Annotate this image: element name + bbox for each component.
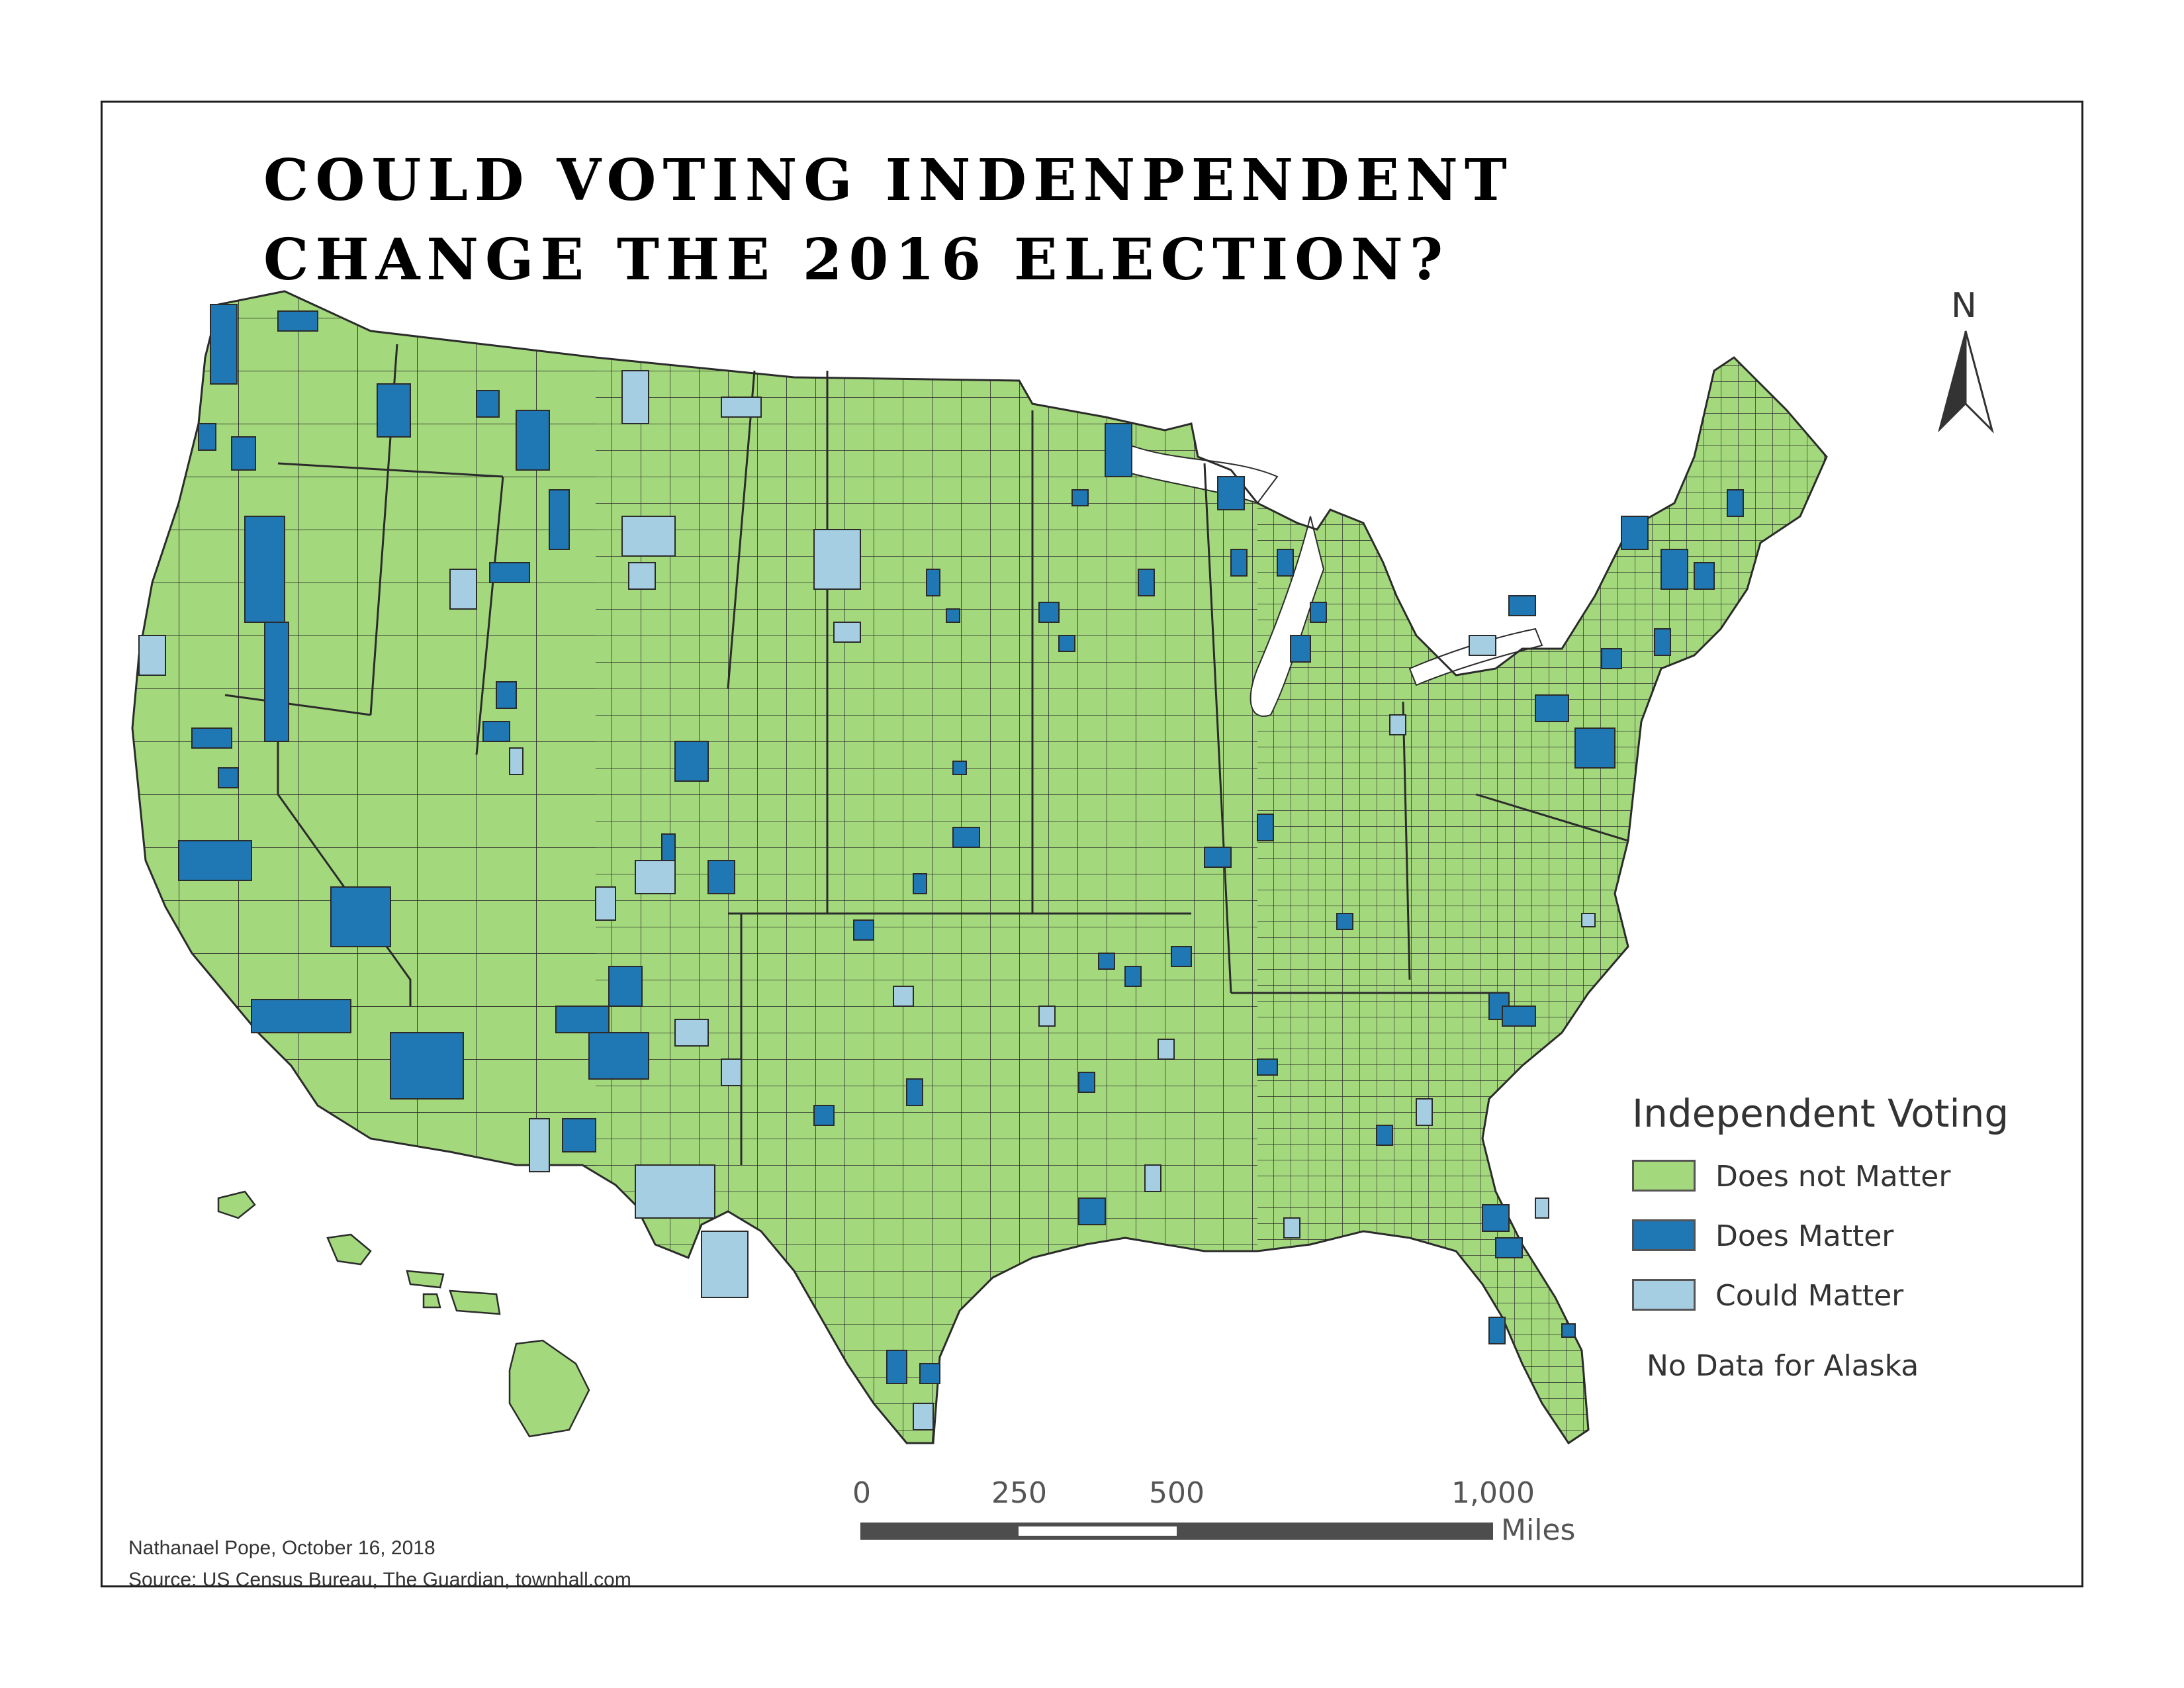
us-outline xyxy=(131,290,1828,1445)
scale-tick-1000: 1,000 xyxy=(1451,1476,1535,1510)
map-title-line-1: COULD VOTING INDENPENDENT xyxy=(263,147,1514,214)
scale-unit: Miles xyxy=(1501,1513,1576,1547)
legend-label: Does not Matter xyxy=(1715,1160,1951,1194)
source-credit: Source: US Census Bureau, The Guardian, … xyxy=(128,1569,631,1591)
north-label: N xyxy=(1951,286,1977,326)
legend-swatch-could-matter xyxy=(1632,1279,1696,1311)
scale-tick-0: 0 xyxy=(852,1476,871,1510)
legend-label: Does Matter xyxy=(1715,1219,1894,1253)
no-data-note: No Data for Alaska xyxy=(1647,1349,1919,1383)
legend-swatch-does-matter xyxy=(1632,1219,1696,1251)
map-title-line-2: CHANGE THE 2016 ELECTION? xyxy=(263,226,1450,293)
could-matter-counties xyxy=(138,370,1596,1430)
does-matter-counties xyxy=(178,304,1744,1384)
north-arrow-icon xyxy=(1938,330,1994,434)
author-credit: Nathanael Pope, October 16, 2018 xyxy=(128,1537,435,1559)
scale-tick-250: 250 xyxy=(991,1476,1047,1510)
scale-tick-500: 500 xyxy=(1149,1476,1205,1510)
legend-label: Could Matter xyxy=(1715,1279,1904,1313)
scale-bar-segment xyxy=(1019,1526,1177,1536)
hawaii xyxy=(217,1190,590,1438)
legend-swatch-does-not-matter xyxy=(1632,1160,1696,1192)
scale-bar xyxy=(860,1523,1493,1540)
legend-title: Independent Voting xyxy=(1632,1091,2009,1136)
conterminous-us xyxy=(132,291,1827,1443)
